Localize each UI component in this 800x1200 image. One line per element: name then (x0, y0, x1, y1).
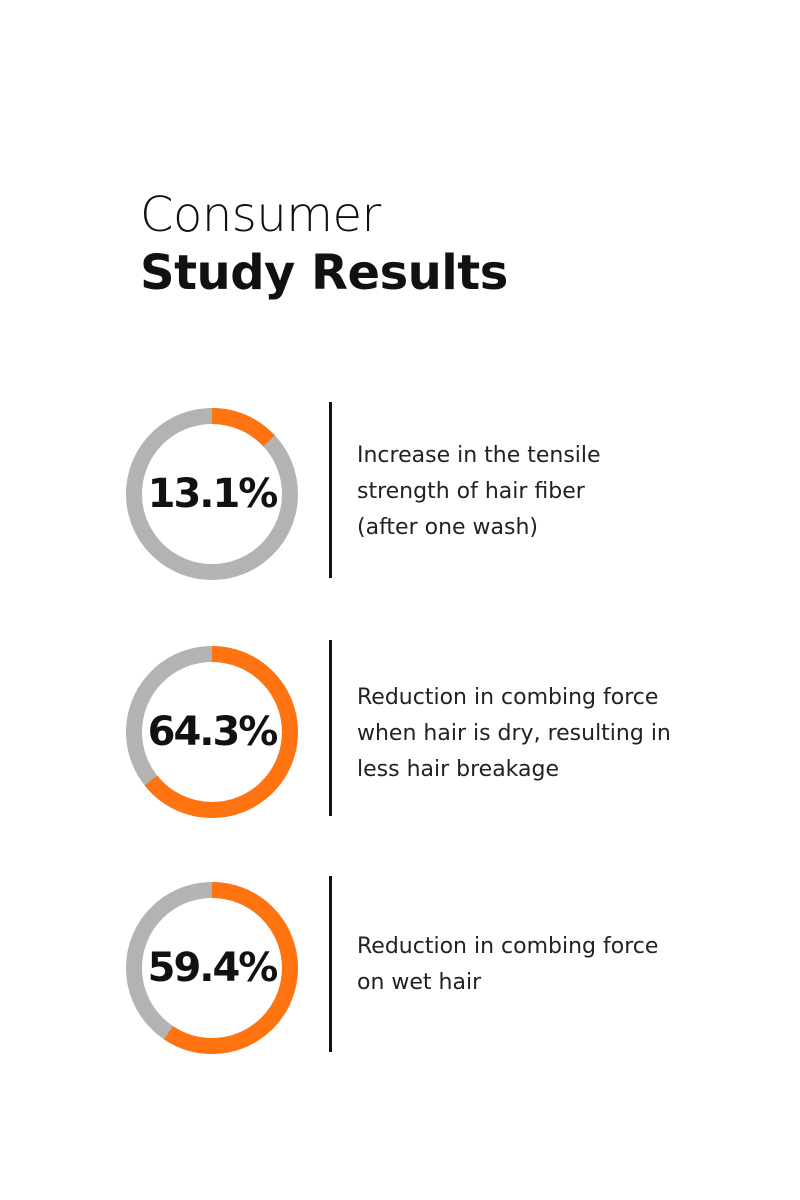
stat-item: 59.4% Reduction in combing force on wet … (120, 876, 720, 1056)
donut-svg (126, 882, 298, 1054)
page-title: Consumer Study Results (140, 186, 508, 302)
vertical-divider (329, 640, 332, 816)
title-line-study-results: Study Results (140, 245, 508, 301)
vertical-divider (329, 402, 332, 578)
stat-description: Increase in the tensile strength of hair… (357, 443, 601, 540)
donut-arc (126, 408, 298, 580)
vertical-divider (329, 876, 332, 1052)
donut-arc (126, 882, 298, 1054)
stat-item: 64.3% Reduction in combing force when ha… (120, 640, 720, 820)
donut-svg (126, 408, 298, 580)
donut-chart: 64.3% (120, 640, 304, 824)
donut-value-label: 59.4% (147, 945, 279, 991)
donut-value-label: 13.1% (147, 471, 279, 517)
stat-description: Reduction in combing force on wet hair (357, 934, 659, 995)
title-line-consumer: Consumer (140, 187, 381, 243)
stat-item: 13.1% Increase in the tensile strength o… (120, 402, 720, 582)
donut-chart: 59.4% (120, 876, 304, 1060)
donut-chart: 13.1% (120, 402, 304, 586)
stat-description: Reduction in combing force when hair is … (357, 685, 671, 782)
donut-arc (126, 646, 298, 818)
donut-value-label: 64.3% (147, 709, 279, 755)
donut-svg (126, 646, 298, 818)
